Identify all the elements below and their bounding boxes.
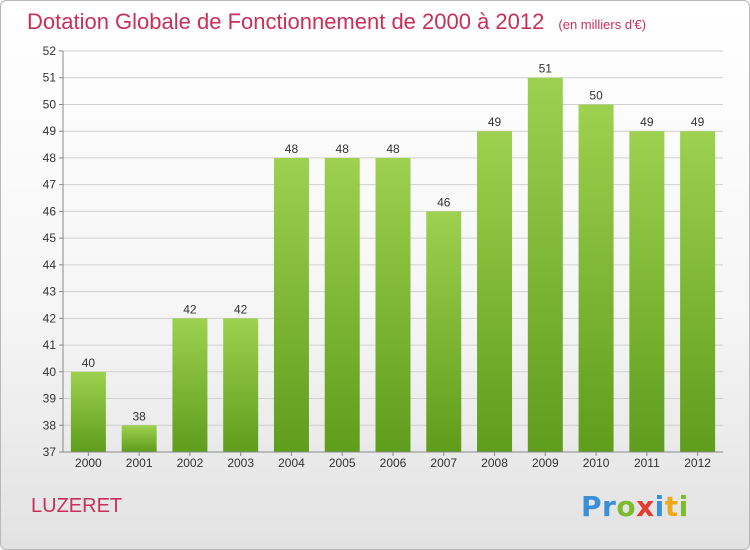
x-tick-label-2003: 2003 bbox=[227, 456, 254, 470]
y-tick-label: 45 bbox=[43, 231, 57, 245]
data-label-2010: 50 bbox=[589, 88, 603, 102]
y-tick-label: 38 bbox=[43, 418, 57, 432]
data-label-2008: 49 bbox=[488, 115, 502, 129]
y-tick-label: 46 bbox=[43, 204, 57, 218]
commune-name: LUZERET bbox=[31, 495, 123, 517]
logo-letter: i bbox=[654, 490, 665, 523]
unit-text: (en milliers d'€) bbox=[558, 17, 647, 32]
data-label-2003: 42 bbox=[234, 302, 248, 316]
x-tick-label-2001: 2001 bbox=[126, 456, 153, 470]
y-tick-label: 52 bbox=[43, 44, 57, 58]
x-tick-label-2002: 2002 bbox=[177, 456, 204, 470]
bar-2006 bbox=[375, 157, 411, 452]
axes: 37 38 39 40 41 42 43 44 45 46 47 48 49 50 51 52 2000 2001… bbox=[43, 44, 723, 470]
bar-2010 bbox=[578, 104, 614, 452]
bars: 40 38 42 42 48 48 48 46 49 51 50 49 49 bbox=[70, 62, 716, 452]
y-tick-label: 49 bbox=[43, 124, 57, 138]
x-tick-label-2005: 2005 bbox=[329, 456, 356, 470]
data-label-2009: 51 bbox=[539, 62, 553, 76]
x-tick-label-2010: 2010 bbox=[583, 456, 610, 470]
y-tick-label: 41 bbox=[43, 338, 57, 352]
x-tick-label-2012: 2012 bbox=[684, 456, 711, 470]
bar-2003 bbox=[223, 318, 259, 452]
y-tick-label: 43 bbox=[43, 285, 57, 299]
bar-2012 bbox=[680, 131, 716, 452]
logo-letter: o bbox=[616, 490, 637, 523]
bar-2005 bbox=[324, 157, 360, 452]
x-tick-label-2009: 2009 bbox=[532, 456, 559, 470]
y-tick-label: 50 bbox=[43, 97, 57, 111]
chart-title: Dotation Globale de Fonctionnement de 20… bbox=[27, 9, 646, 35]
x-tick-label-2007: 2007 bbox=[430, 456, 457, 470]
logo-letter: i bbox=[678, 490, 689, 523]
logo-letter: P bbox=[581, 490, 603, 523]
proxiti-logo[interactable]: Proxiti bbox=[581, 490, 689, 523]
bar-2002 bbox=[172, 318, 208, 452]
bar-2007 bbox=[426, 211, 462, 452]
y-tick-label: 47 bbox=[43, 178, 57, 192]
logo-letter: t bbox=[664, 490, 679, 523]
x-tick-label-2006: 2006 bbox=[380, 456, 407, 470]
y-tick-label: 37 bbox=[43, 445, 57, 459]
logo-letter: x bbox=[636, 490, 655, 523]
data-label-2000: 40 bbox=[82, 356, 96, 370]
y-tick-label: 40 bbox=[43, 365, 57, 379]
data-label-2012: 49 bbox=[691, 115, 705, 129]
y-tick-label: 51 bbox=[43, 71, 57, 85]
x-tick-label-2000: 2000 bbox=[75, 456, 102, 470]
y-tick-label: 42 bbox=[43, 311, 57, 325]
x-tick-label-2011: 2011 bbox=[634, 456, 660, 470]
data-label-2004: 48 bbox=[285, 142, 299, 156]
bar-2000 bbox=[70, 371, 106, 452]
x-tick-label-2004: 2004 bbox=[278, 456, 305, 470]
y-tick-label: 44 bbox=[43, 258, 57, 272]
logo-letter: r bbox=[602, 490, 617, 523]
bar-2001 bbox=[121, 425, 157, 452]
data-label-2011: 49 bbox=[640, 115, 654, 129]
data-label-2005: 48 bbox=[336, 142, 350, 156]
x-tick-label-2008: 2008 bbox=[481, 456, 508, 470]
y-tick-label: 48 bbox=[43, 151, 57, 165]
data-label-2002: 42 bbox=[183, 302, 197, 316]
bar-2011 bbox=[629, 131, 665, 452]
bar-2008 bbox=[477, 131, 513, 452]
title-text: Dotation Globale de Fonctionnement de 20… bbox=[27, 9, 545, 34]
bar-2004 bbox=[273, 157, 309, 452]
data-label-2006: 48 bbox=[386, 142, 400, 156]
data-label-2001: 38 bbox=[132, 409, 146, 423]
data-label-2007: 46 bbox=[437, 195, 451, 209]
bar-2009 bbox=[527, 77, 563, 452]
y-tick-label: 39 bbox=[43, 392, 57, 406]
